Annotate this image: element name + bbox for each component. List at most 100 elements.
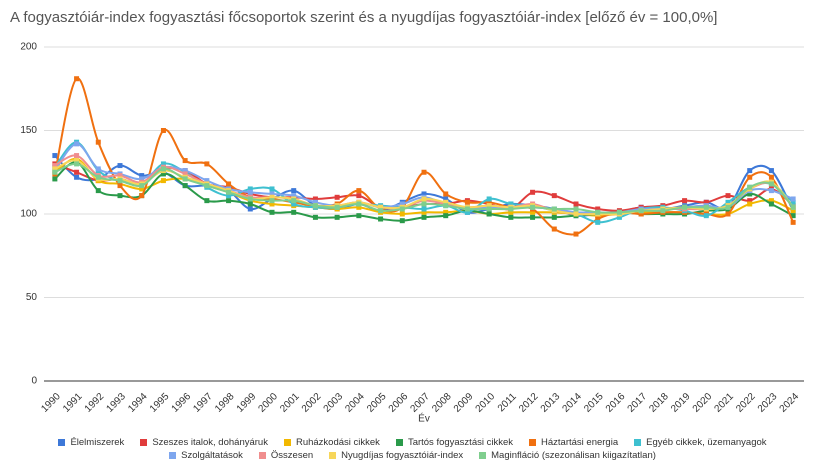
- x-tick-label: 2009: [452, 391, 476, 415]
- data-point: [182, 171, 188, 177]
- data-point: [399, 218, 405, 224]
- data-point: [334, 194, 340, 200]
- data-point: [421, 196, 427, 202]
- legend-label: Háztartási energia: [541, 437, 619, 448]
- data-point: [247, 206, 253, 212]
- data-point: [139, 176, 145, 182]
- data-point: [486, 203, 492, 209]
- legend-label: Szeszes italok, dohányáruk: [152, 437, 268, 448]
- data-point: [291, 209, 297, 215]
- x-tick-label: 2014: [560, 391, 584, 415]
- data-point: [790, 199, 796, 205]
- data-point: [182, 176, 188, 182]
- legend-item: Maginfláció (szezonálisan kiigazítatlan): [479, 450, 656, 461]
- data-point: [768, 174, 774, 180]
- data-point: [117, 193, 123, 199]
- data-point: [74, 158, 80, 164]
- x-tick-label: 2004: [343, 391, 367, 415]
- legend-item: Összesen: [258, 450, 314, 461]
- data-point: [399, 206, 405, 212]
- x-tick-label: 2000: [256, 391, 280, 415]
- data-point: [269, 186, 275, 192]
- data-point: [725, 193, 731, 199]
- data-point: [52, 169, 58, 175]
- data-point: [682, 198, 688, 204]
- legend-item: Nyugdíjas fogyasztóiár-index: [329, 450, 463, 461]
- x-tick-label: 2015: [582, 391, 606, 415]
- data-point: [790, 204, 796, 210]
- data-point: [74, 161, 80, 167]
- data-point: [247, 189, 253, 195]
- data-point: [160, 128, 166, 133]
- x-tick-label: 2022: [734, 391, 758, 415]
- data-point: [74, 174, 80, 180]
- legend-item: Ruházkodási cikkek: [283, 437, 380, 448]
- data-point: [725, 211, 731, 217]
- data-point: [226, 198, 232, 204]
- data-point: [356, 188, 362, 194]
- data-point: [508, 206, 514, 212]
- data-point: [334, 214, 340, 220]
- data-point: [182, 183, 188, 189]
- data-point: [182, 168, 188, 174]
- data-point: [638, 211, 644, 217]
- data-point: [421, 206, 427, 212]
- legend: Élelmiszerek Szeszes italok, dohányáruk Ru…: [20, 437, 805, 461]
- data-point: [356, 193, 362, 199]
- x-tick-label: 1997: [191, 391, 215, 415]
- data-point: [269, 194, 275, 200]
- data-point: [269, 209, 275, 215]
- data-point: [95, 174, 101, 180]
- data-point: [74, 141, 80, 147]
- data-point: [551, 226, 557, 232]
- data-point: [160, 178, 166, 184]
- data-point: [399, 211, 405, 217]
- x-tick-label: 2002: [300, 391, 324, 415]
- data-point: [464, 209, 470, 215]
- legend-swatch: [329, 452, 337, 459]
- x-tick-label: 2010: [474, 391, 498, 415]
- data-point: [464, 199, 470, 205]
- data-point: [291, 188, 297, 194]
- data-point: [312, 199, 318, 205]
- data-point: [573, 231, 579, 237]
- x-tick-label: 2020: [691, 391, 715, 415]
- data-point: [551, 206, 557, 212]
- data-point: [117, 173, 123, 179]
- legend-label: Szolgáltatások: [181, 450, 243, 461]
- data-point: [595, 216, 601, 222]
- data-point: [551, 193, 557, 199]
- data-point: [747, 174, 753, 180]
- data-point: [747, 184, 753, 190]
- x-tick-label: 1995: [148, 391, 172, 415]
- data-point: [768, 168, 774, 174]
- data-point: [551, 214, 557, 220]
- x-tick-label: 2023: [756, 391, 780, 415]
- x-tick-label: 2013: [539, 391, 563, 415]
- data-point: [312, 214, 318, 220]
- data-point: [443, 209, 449, 215]
- data-point: [443, 213, 449, 219]
- data-point: [52, 176, 58, 182]
- x-tick-label: 2011: [496, 391, 519, 414]
- legend-label: Összesen: [270, 450, 314, 461]
- legend-item: Háztartási energia: [529, 437, 618, 448]
- data-point: [160, 166, 166, 172]
- data-point: [790, 208, 796, 214]
- data-point: [399, 201, 405, 207]
- data-point: [682, 204, 688, 210]
- data-point: [421, 214, 427, 220]
- data-point: [269, 191, 275, 197]
- data-point: [247, 201, 253, 207]
- data-point: [334, 204, 340, 210]
- data-point: [269, 201, 275, 207]
- legend-swatch: [258, 452, 266, 459]
- legend-label: Ruházkodási cikkek: [295, 437, 380, 448]
- data-point: [595, 206, 601, 212]
- legend-swatch: [169, 452, 177, 459]
- y-tick-label: 0: [31, 376, 37, 387]
- x-tick-label: 1993: [104, 391, 128, 415]
- data-point: [117, 178, 123, 184]
- data-point: [356, 201, 362, 207]
